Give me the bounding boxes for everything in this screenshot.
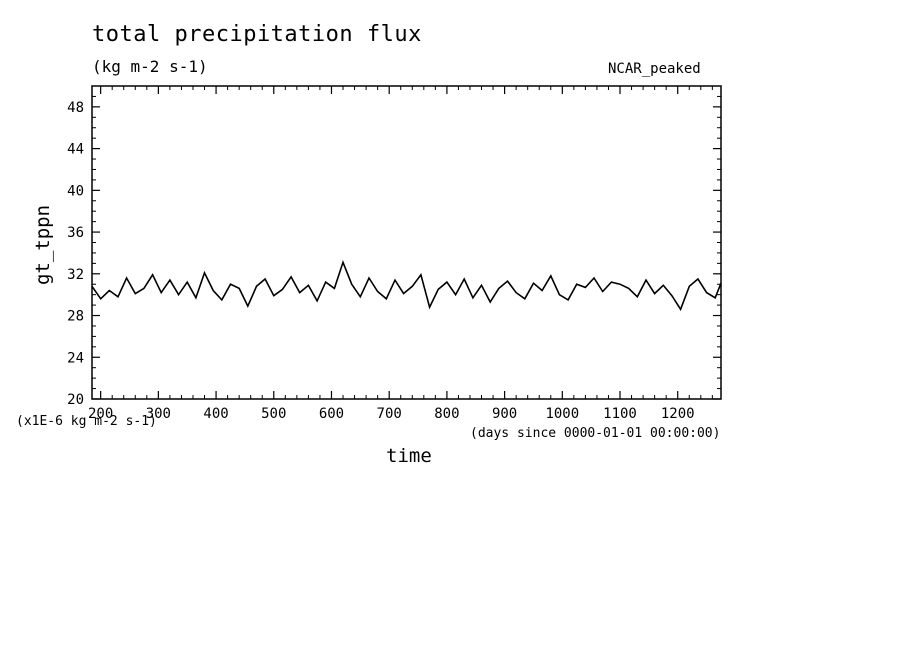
- y-tick-label: 20: [67, 392, 84, 408]
- series-line: [91, 259, 722, 312]
- y-tick-label: 24: [67, 350, 84, 366]
- plot-frame: [91, 85, 722, 400]
- x-tick-label: 200: [88, 406, 113, 422]
- y-tick-label: 28: [67, 309, 84, 325]
- y-tick-label: 36: [67, 225, 84, 241]
- x-tick-label: 900: [492, 406, 517, 422]
- x-tick-label: 1100: [603, 406, 637, 422]
- y-tick-label: 32: [67, 267, 84, 283]
- x-axis-label: time: [386, 445, 432, 467]
- y-tick-label: 48: [67, 100, 84, 116]
- y-axis-label: gt_tppn: [32, 204, 54, 286]
- x-tick-label: 400: [203, 406, 228, 422]
- x-tick-label: 800: [434, 406, 459, 422]
- x-tick-label: 500: [261, 406, 286, 422]
- run-label: NCAR_peaked: [608, 61, 701, 77]
- y-scale-label: (x1E-6 kg m-2 s-1): [16, 414, 157, 429]
- x-tick-label: 300: [146, 406, 171, 422]
- x-tick-label: 600: [319, 406, 344, 422]
- x-tick-label: 1000: [545, 406, 579, 422]
- y-tick-label: 40: [67, 183, 84, 199]
- y-tick-label: 44: [67, 142, 84, 158]
- x-tick-label: 1200: [661, 406, 695, 422]
- chart-title: total precipitation flux: [92, 22, 422, 47]
- chart-units: (kg m-2 s-1): [92, 57, 208, 76]
- x-tick-label: 700: [377, 406, 402, 422]
- x-units-label: (days since 0000-01-01 00:00:00): [470, 426, 721, 441]
